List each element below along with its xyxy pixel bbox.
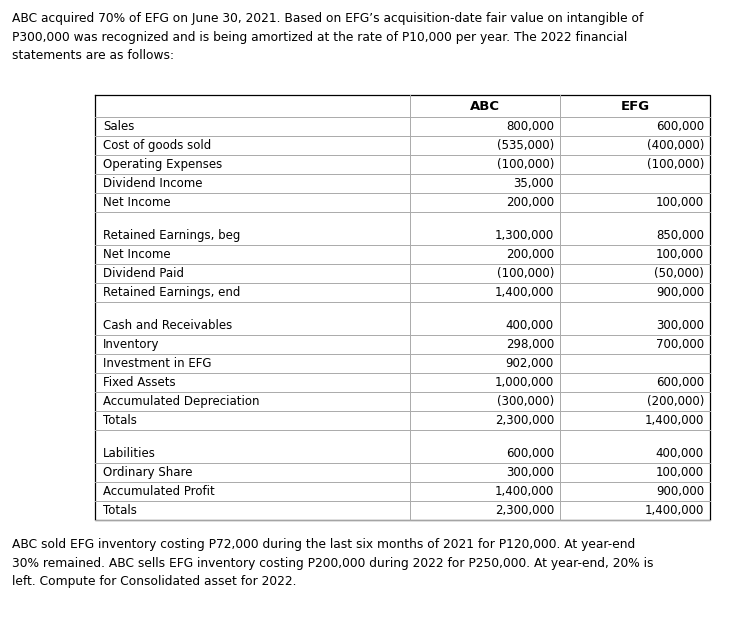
Text: Retained Earnings, end: Retained Earnings, end [103,286,240,299]
Text: 300,000: 300,000 [506,466,554,479]
Text: 400,000: 400,000 [506,319,554,332]
Text: Inventory: Inventory [103,338,160,351]
Text: Totals: Totals [103,504,137,517]
Text: Accumulated Depreciation: Accumulated Depreciation [103,395,260,408]
Text: Cash and Receivables: Cash and Receivables [103,319,232,332]
Text: (100,000): (100,000) [647,158,704,171]
Text: 400,000: 400,000 [656,447,704,460]
Text: Net Income: Net Income [103,248,171,261]
Text: 902,000: 902,000 [505,357,554,370]
Text: (400,000): (400,000) [647,139,704,152]
Text: 1,400,000: 1,400,000 [645,414,704,427]
Text: 1,400,000: 1,400,000 [494,286,554,299]
Text: ABC sold EFG inventory costing P72,000 during the last six months of 2021 for P1: ABC sold EFG inventory costing P72,000 d… [12,538,653,588]
Text: Operating Expenses: Operating Expenses [103,158,222,171]
Text: 1,400,000: 1,400,000 [494,485,554,498]
Text: Retained Earnings, beg: Retained Earnings, beg [103,229,240,242]
Text: (535,000): (535,000) [497,139,554,152]
Text: Ordinary Share: Ordinary Share [103,466,192,479]
Text: (100,000): (100,000) [497,267,554,280]
Text: 600,000: 600,000 [506,447,554,460]
Text: EFG: EFG [620,100,650,112]
Text: 100,000: 100,000 [656,196,704,209]
Text: Totals: Totals [103,414,137,427]
Text: Investment in EFG: Investment in EFG [103,357,212,370]
Text: ABC acquired 70% of EFG on June 30, 2021. Based on EFG’s acquisition-date fair v: ABC acquired 70% of EFG on June 30, 2021… [12,12,643,62]
Text: (300,000): (300,000) [497,395,554,408]
Text: 700,000: 700,000 [656,338,704,351]
Text: (100,000): (100,000) [497,158,554,171]
Text: (200,000): (200,000) [647,395,704,408]
Text: Cost of goods sold: Cost of goods sold [103,139,211,152]
Text: 800,000: 800,000 [506,120,554,133]
Text: Net Income: Net Income [103,196,171,209]
Text: 1,300,000: 1,300,000 [495,229,554,242]
Text: ABC: ABC [470,100,500,112]
Text: Fixed Assets: Fixed Assets [103,376,175,389]
Text: 298,000: 298,000 [505,338,554,351]
Text: 900,000: 900,000 [656,485,704,498]
Text: Dividend Income: Dividend Income [103,177,203,190]
Text: 200,000: 200,000 [506,196,554,209]
Text: 200,000: 200,000 [506,248,554,261]
Text: 1,400,000: 1,400,000 [645,504,704,517]
Text: Dividend Paid: Dividend Paid [103,267,184,280]
Text: 600,000: 600,000 [656,376,704,389]
Text: 2,300,000: 2,300,000 [495,414,554,427]
Text: (50,000): (50,000) [654,267,704,280]
Text: Labilities: Labilities [103,447,156,460]
Text: 35,000: 35,000 [514,177,554,190]
Text: 100,000: 100,000 [656,466,704,479]
Text: 900,000: 900,000 [656,286,704,299]
Text: 300,000: 300,000 [656,319,704,332]
Text: Sales: Sales [103,120,135,133]
Text: 100,000: 100,000 [656,248,704,261]
Text: 1,000,000: 1,000,000 [495,376,554,389]
Text: 2,300,000: 2,300,000 [495,504,554,517]
Text: 850,000: 850,000 [656,229,704,242]
Text: 600,000: 600,000 [656,120,704,133]
Text: Accumulated Profit: Accumulated Profit [103,485,215,498]
